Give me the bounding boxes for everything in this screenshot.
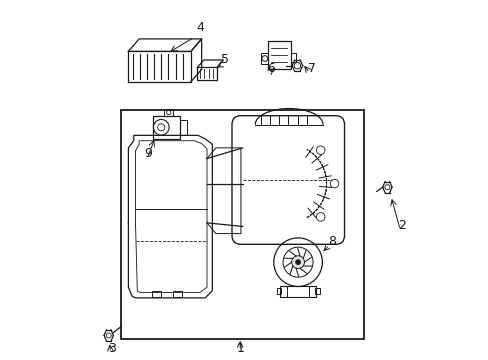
Text: 9: 9 (144, 147, 152, 160)
Text: 6: 6 (267, 62, 275, 75)
Bar (197, 67, 217, 80)
Bar (267, 41, 290, 69)
Text: 7: 7 (308, 62, 316, 75)
Circle shape (295, 260, 300, 265)
Bar (151, 291, 160, 297)
Bar (280, 287, 315, 297)
Text: 5: 5 (221, 53, 228, 66)
Bar (290, 53, 296, 62)
Text: 8: 8 (327, 235, 335, 248)
Text: 3: 3 (108, 342, 116, 355)
Bar (121, 111, 364, 339)
Text: 4: 4 (196, 21, 203, 33)
Bar (180, 120, 187, 135)
Circle shape (291, 256, 304, 269)
Bar (173, 291, 182, 297)
Bar (276, 288, 281, 294)
Bar (153, 116, 180, 139)
Bar (261, 53, 268, 64)
Bar (315, 288, 319, 294)
Text: 2: 2 (397, 219, 405, 232)
Bar (164, 109, 173, 116)
Text: 1: 1 (237, 342, 244, 355)
